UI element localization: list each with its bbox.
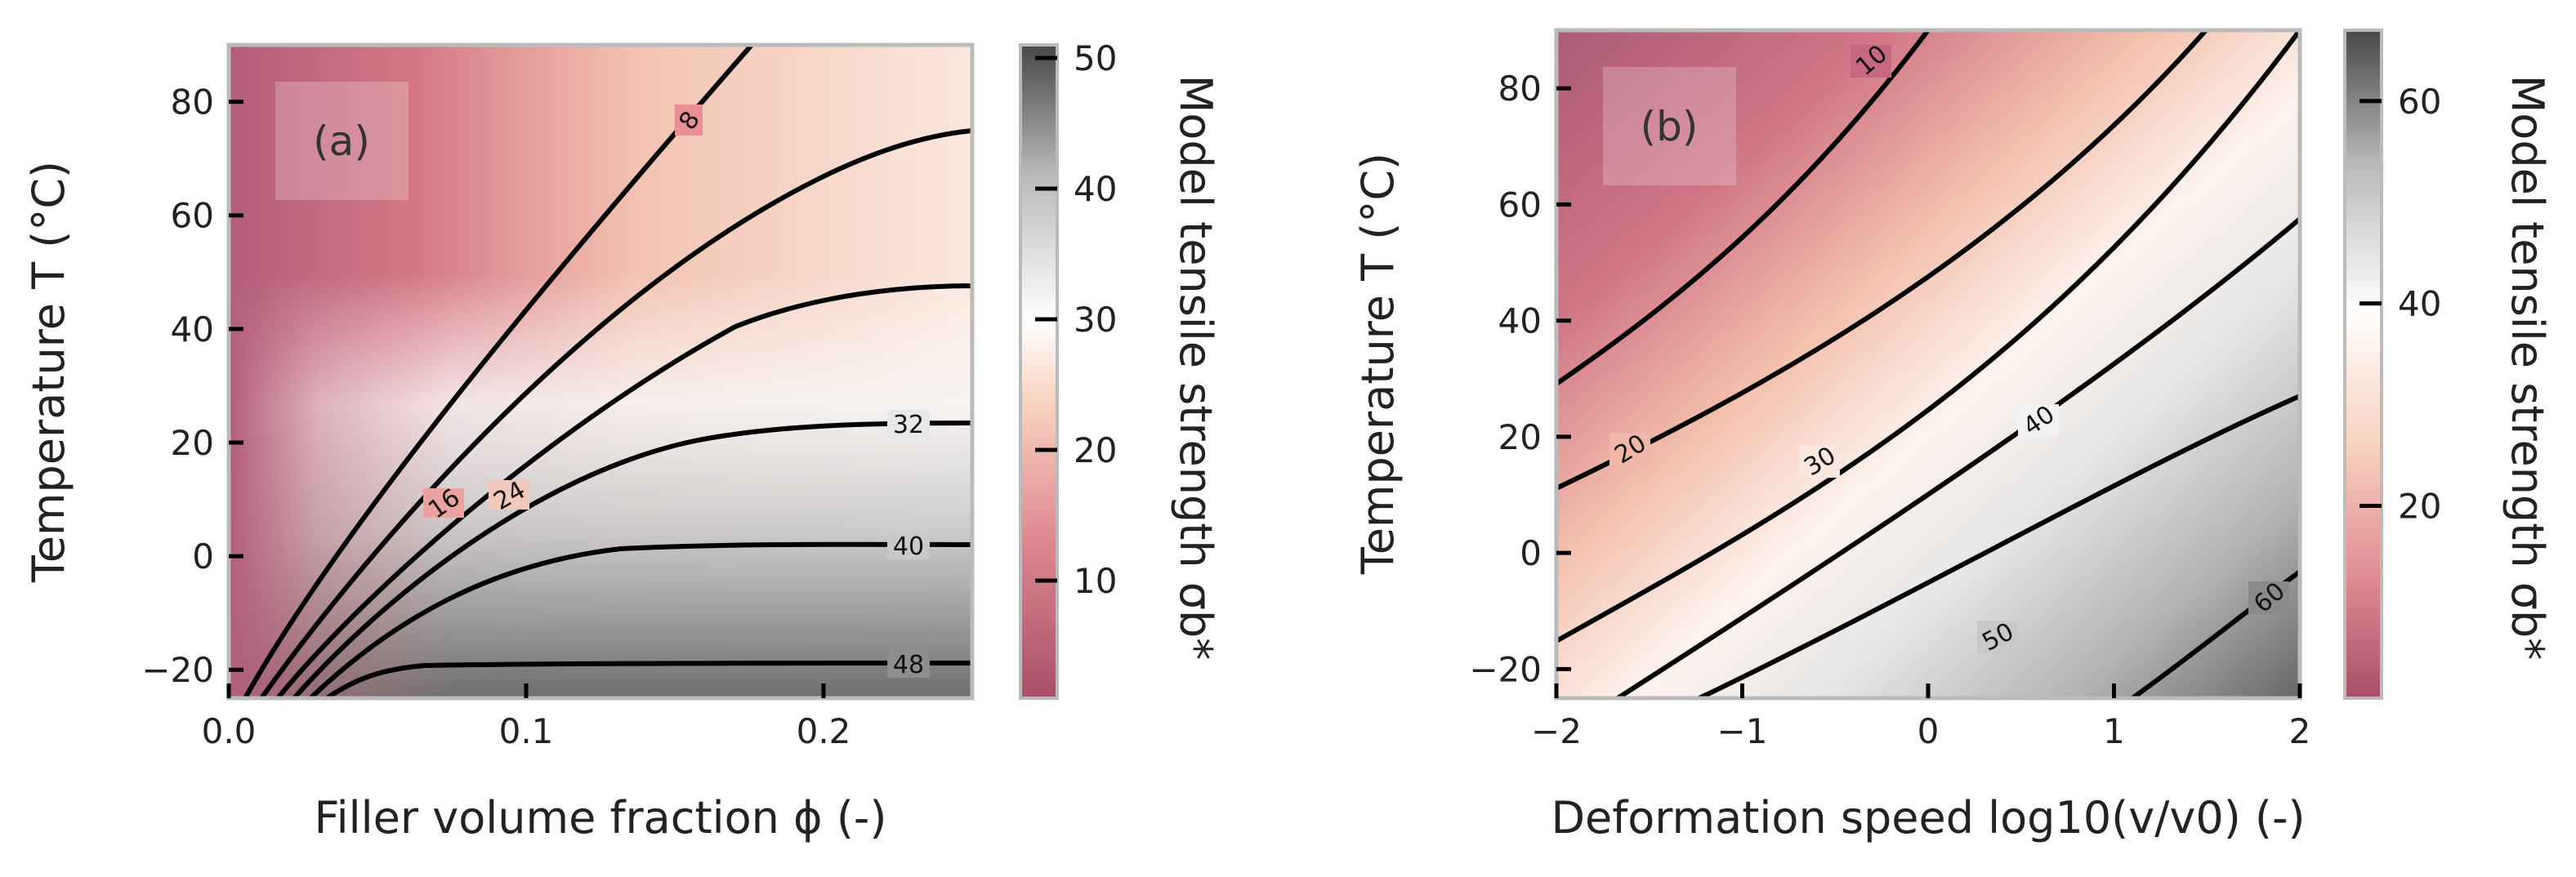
xtick-label-a-1: 0.1 (499, 711, 554, 751)
cbar-tick-label-a-3: 40 (1074, 169, 1117, 209)
contours-a (243, 45, 972, 698)
xlabel-a: Filler volume fraction ϕ (-) (315, 792, 887, 844)
panel-label-a-box (275, 82, 408, 200)
contour-b-40 (1616, 216, 2300, 698)
heatmap-b-field (1556, 30, 2300, 698)
ytick-label-a-4: 60 (171, 196, 214, 236)
contour-a-8 (243, 45, 754, 698)
cbar-tick-label-a-2: 30 (1074, 300, 1117, 340)
colorbar-b (2343, 29, 2383, 700)
contour-a-24 (275, 283, 972, 698)
xtick-label-a-2: 0.2 (797, 711, 851, 751)
xtick-label-b-3: 1 (2103, 711, 2125, 751)
colorbar-a (1019, 43, 1059, 700)
panel-label-a: (a) (313, 118, 370, 165)
cbar-tick-label-b-2: 60 (2398, 82, 2441, 122)
panel-label-b-box (1603, 67, 1736, 185)
colorbar-a-label: Model tensile strength σb* (1170, 75, 1221, 661)
panel-a: 8 16 24 32 40 48 (a) 0.0 0.1 0.2−200204060… (23, 38, 1221, 844)
xtick-label-a-0: 0.0 (202, 711, 257, 751)
cbar-tick-label-b-1: 40 (2398, 284, 2441, 324)
ytick-label-a-3: 40 (171, 309, 214, 349)
xtick-label-b-1: −1 (1717, 711, 1768, 751)
xtick-label-b-4: 2 (2289, 711, 2311, 751)
ylabel-a: Temperature T (°C) (23, 161, 74, 583)
axes-b: −2 −1 0 1 2 −20 0 20 40 60 80 (1469, 69, 2310, 751)
panel-b: 10 20 30 40 50 60 (b) −2 −1 0 1 2 −20 0 20 40 60 8… (1352, 28, 2553, 844)
colorbar-b-ticks: 20 40 60 (2359, 82, 2441, 527)
contour-a-40 (308, 541, 972, 698)
contour-a-32 (292, 421, 972, 698)
xtick-label-b-0: −2 (1531, 711, 1582, 751)
contour-b-30 (1556, 30, 2300, 643)
ytick-label-a-0: −20 (141, 650, 214, 690)
contour-b-10 (1556, 30, 1931, 386)
ytick-label-a-1: 0 (192, 536, 214, 577)
ytick-label-a-2: 20 (171, 423, 214, 463)
contour-label-a-48: 48 (893, 651, 924, 679)
contour-a-48 (325, 661, 972, 698)
contour-b-50 (1698, 394, 2300, 698)
contour-a-16 (259, 128, 972, 698)
plot-frame-a (226, 42, 975, 701)
ytick-label-b-3: 40 (1498, 301, 1542, 341)
heatmap-a-shade (229, 45, 972, 698)
ytick-label-b-1: 0 (1520, 533, 1542, 573)
ylabel-b: Temperature T (°C) (1352, 153, 1404, 575)
axes-a: 0.0 0.1 0.2 −20 0 20 40 60 80 (141, 82, 850, 751)
contour-label-a-40: 40 (893, 532, 924, 561)
xtick-label-b-2: 0 (1917, 711, 1940, 751)
cbar-tick-label-a-1: 20 (1074, 430, 1117, 470)
colorbar-b-label: Model tensile strength σb* (2502, 75, 2553, 661)
ytick-label-a-5: 80 (171, 82, 214, 122)
contour-label-a-32: 32 (893, 411, 924, 439)
cbar-tick-label-b-0: 20 (2398, 487, 2441, 527)
contour-labels-b: 10 20 30 40 50 60 (1609, 39, 2291, 657)
cbar-tick-label-a-4: 50 (1074, 38, 1117, 78)
panel-label-b: (b) (1641, 103, 1699, 150)
colorbar-a-ticks: 10 20 30 40 50 (1035, 38, 1117, 601)
ytick-label-b-5: 80 (1498, 69, 1542, 109)
xlabel-b: Deformation speed log10(v/v0) (-) (1551, 792, 2305, 844)
cbar-tick-label-a-0: 10 (1074, 561, 1117, 601)
ytick-label-b-4: 60 (1498, 185, 1542, 225)
ytick-label-b-0: −20 (1469, 649, 1542, 689)
ytick-label-b-2: 20 (1498, 417, 1542, 457)
